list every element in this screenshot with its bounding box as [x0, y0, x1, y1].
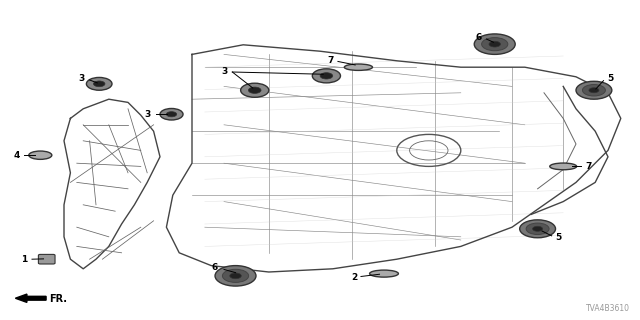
Ellipse shape	[370, 270, 399, 277]
Circle shape	[474, 34, 515, 54]
Circle shape	[248, 87, 261, 93]
Circle shape	[576, 81, 612, 99]
Circle shape	[230, 273, 241, 279]
Text: 5: 5	[607, 74, 614, 83]
Circle shape	[215, 266, 256, 286]
Text: 7: 7	[327, 56, 333, 65]
Circle shape	[93, 81, 105, 87]
FancyBboxPatch shape	[38, 254, 55, 264]
Ellipse shape	[550, 163, 577, 170]
Circle shape	[312, 69, 340, 83]
Text: TVA4B3610: TVA4B3610	[586, 304, 630, 313]
FancyArrow shape	[15, 294, 46, 302]
Circle shape	[532, 226, 543, 231]
Circle shape	[582, 84, 605, 96]
Circle shape	[166, 112, 177, 117]
Text: 6: 6	[476, 33, 482, 42]
Circle shape	[86, 77, 112, 90]
Text: 6: 6	[211, 263, 218, 272]
Text: 4: 4	[13, 151, 20, 160]
Text: 7: 7	[586, 162, 592, 171]
Circle shape	[160, 108, 183, 120]
Text: FR.: FR.	[49, 293, 67, 304]
Circle shape	[223, 269, 248, 282]
Circle shape	[482, 38, 508, 51]
Text: 3: 3	[144, 110, 150, 119]
Circle shape	[241, 83, 269, 97]
Text: 5: 5	[555, 233, 561, 242]
Circle shape	[489, 41, 500, 47]
Text: 3: 3	[79, 74, 85, 83]
Circle shape	[589, 88, 599, 93]
Ellipse shape	[29, 151, 52, 159]
Circle shape	[320, 73, 333, 79]
Text: 1: 1	[21, 255, 28, 264]
Circle shape	[526, 223, 549, 235]
Text: 3: 3	[221, 67, 227, 76]
Text: 2: 2	[351, 273, 358, 282]
Circle shape	[520, 220, 556, 238]
Ellipse shape	[344, 64, 372, 70]
